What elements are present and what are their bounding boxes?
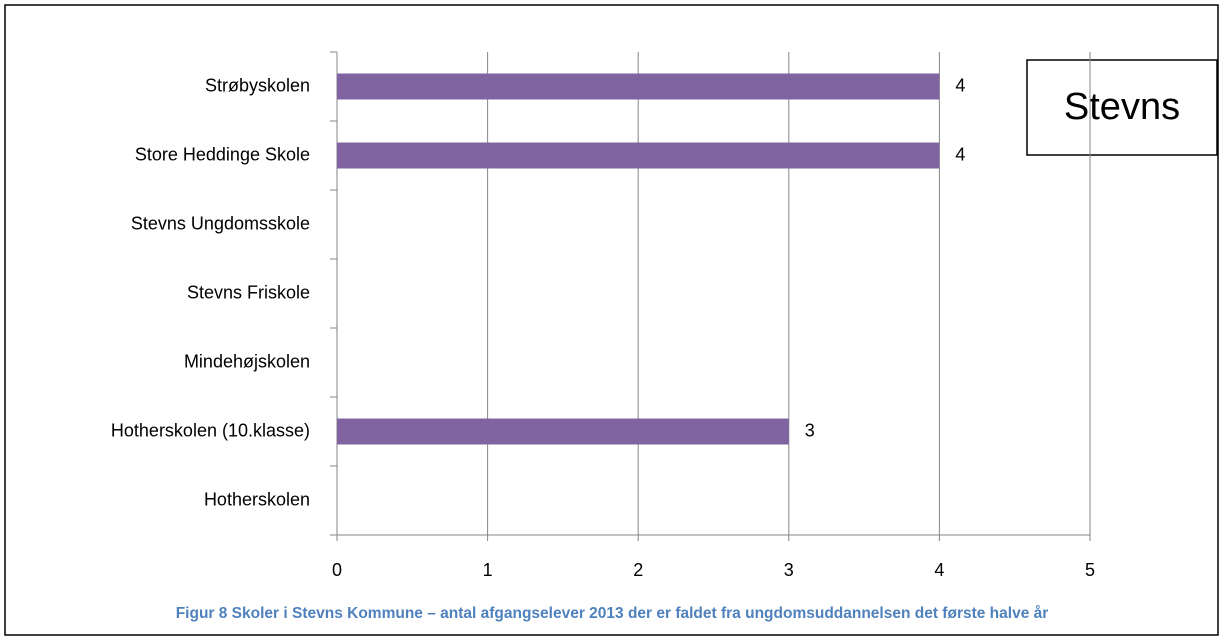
y-tick-label: Strøbyskolen (205, 75, 310, 95)
x-tick-label: 4 (934, 560, 944, 580)
x-tick-label: 0 (332, 560, 342, 580)
bar (337, 73, 940, 100)
chart-border (4, 4, 1219, 636)
y-tick-label: Hotherskolen (10.klasse) (111, 420, 310, 440)
y-tick-label: Store Heddinge Skole (135, 144, 310, 164)
y-tick-label: Mindehøjskolen (184, 351, 310, 371)
bar (337, 142, 940, 169)
value-label: 3 (805, 420, 815, 440)
y-tick-label: Stevns Ungdomsskole (131, 213, 310, 233)
x-tick-label: 5 (1085, 560, 1095, 580)
annotation-box (1026, 59, 1218, 156)
y-tick-label: Stevns Friskole (187, 282, 310, 302)
value-label: 4 (955, 144, 965, 164)
x-tick-label: 3 (784, 560, 794, 580)
y-tick-label: Hotherskolen (204, 489, 310, 509)
x-tick-label: 1 (483, 560, 493, 580)
caption: Figur 8 Skoler i Stevns Kommune – antal … (176, 605, 1049, 622)
bar (337, 418, 789, 445)
annotation: Stevns (1064, 86, 1180, 128)
value-label: 4 (955, 75, 965, 95)
x-tick-label: 2 (633, 560, 643, 580)
